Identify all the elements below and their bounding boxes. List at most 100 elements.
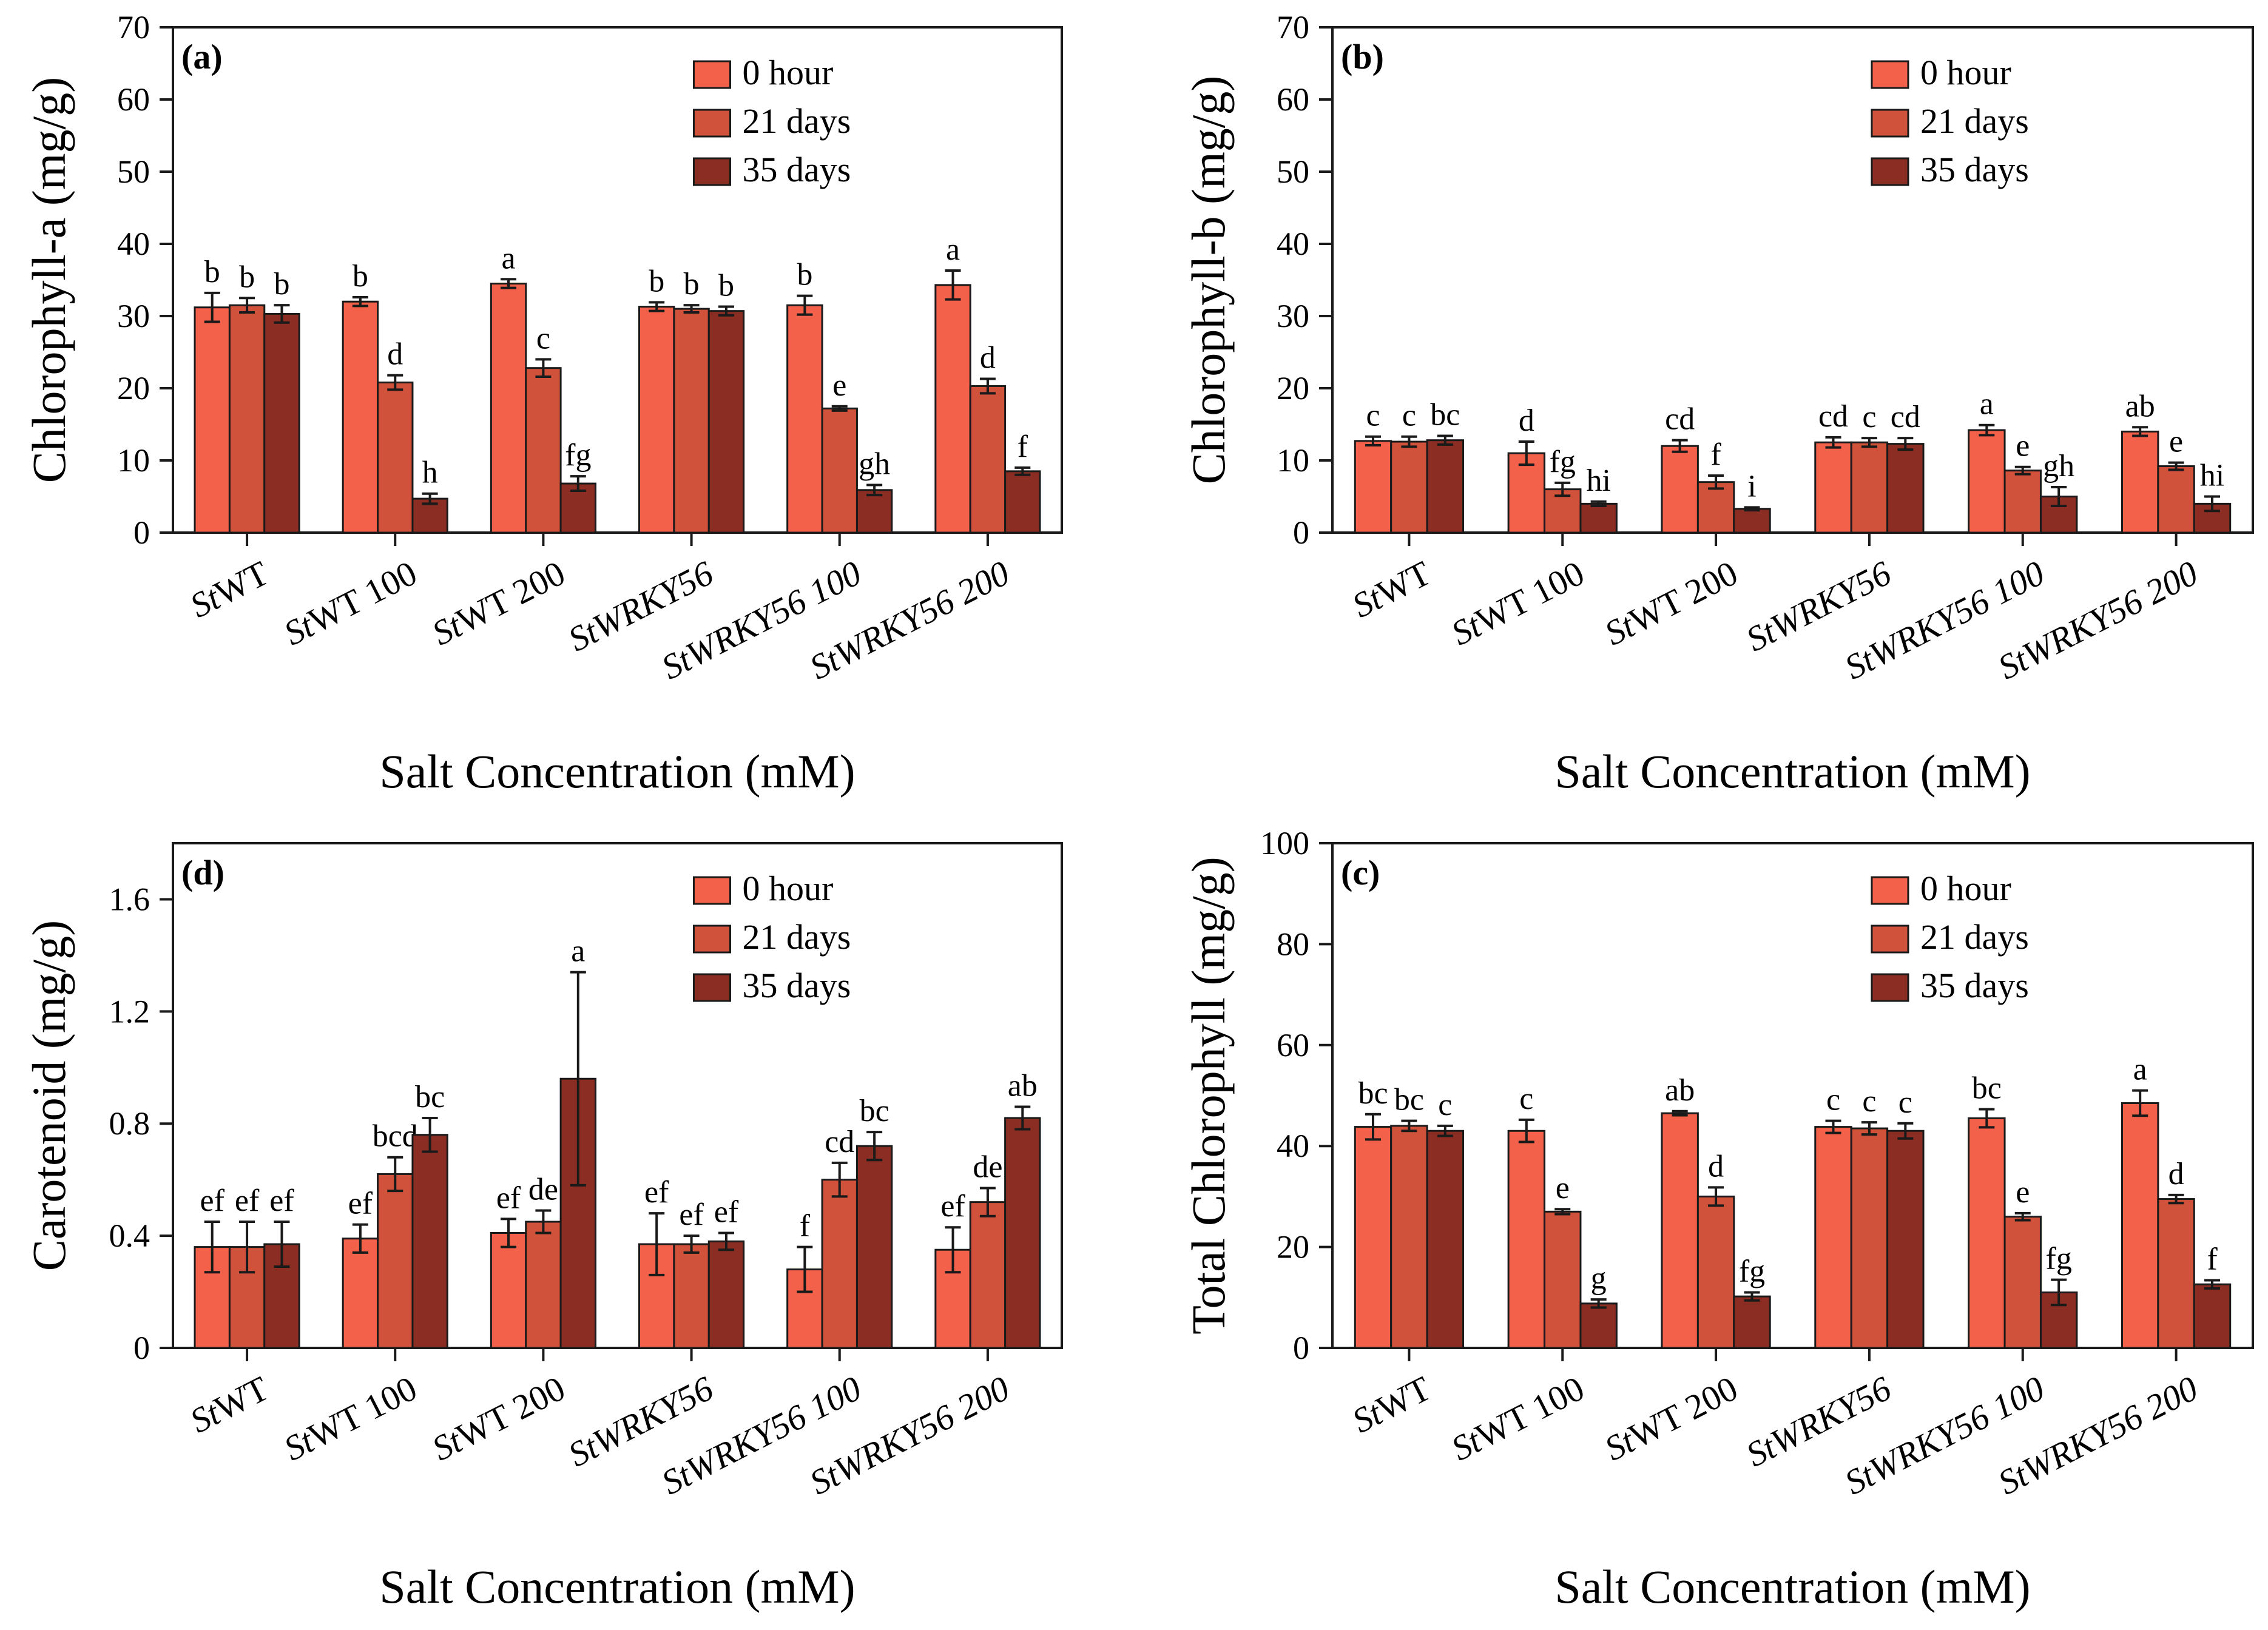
bar (194, 306, 231, 534)
y-axis-title: Chlorophyll-a (mg/g) (22, 77, 75, 483)
category-label: StWT 200 (426, 553, 572, 653)
legend-swatch (692, 876, 731, 905)
significance-label: ef (679, 1197, 704, 1232)
y-tick-label: 40 (117, 226, 150, 262)
significance-label: de (973, 1150, 1002, 1185)
legend-swatch (692, 60, 731, 89)
y-tick-label: 50 (1277, 153, 1309, 190)
bar (1733, 1295, 1771, 1349)
legend-label: 35 days (742, 966, 851, 1005)
y-tick-label: 50 (117, 153, 150, 190)
significance-label: c (1862, 400, 1876, 434)
bar (2003, 1216, 2042, 1349)
legend-label: 35 days (1920, 150, 2029, 189)
category-suffix: WT 200 (450, 1369, 571, 1456)
category-label: StWT 200 (1598, 1369, 1744, 1469)
y-axis-title: Carotenoid (mg/g) (22, 920, 75, 1271)
significance-label: c (1519, 1082, 1533, 1116)
bar (377, 1173, 414, 1349)
y-tick-label: 20 (1277, 1229, 1309, 1265)
bar (342, 300, 379, 534)
significance-label: fg (565, 438, 591, 473)
bar (1733, 508, 1771, 534)
bar (1354, 1126, 1392, 1349)
legend-swatch (1871, 109, 1909, 138)
significance-label: ef (200, 1184, 225, 1218)
legend: 0 hour 21 days 35 days (692, 53, 851, 189)
significance-label: bcd (373, 1119, 418, 1154)
significance-label: a (571, 934, 585, 969)
legend-swatch (1871, 876, 1909, 905)
panel-label: (d) (181, 853, 224, 892)
bar (342, 1238, 379, 1349)
bar (2121, 1102, 2159, 1349)
legend-label: 21 days (1920, 101, 2029, 141)
bar (1661, 445, 1699, 534)
significance-label: cd (1818, 399, 1848, 434)
y-tick-label: 60 (117, 81, 150, 118)
significance-label: d (1708, 1149, 1724, 1184)
bar (525, 1221, 562, 1349)
bar (856, 489, 893, 534)
category-suffix: WRKY56 200 (2016, 553, 2204, 675)
significance-label: d (1519, 403, 1534, 438)
bar (2157, 465, 2195, 534)
x-axis-title: Salt Concentration (mM) (1554, 1560, 2030, 1613)
significance-label: b (274, 267, 289, 301)
category-label: StWT 200 (426, 1369, 572, 1469)
y-tick-label: 0.8 (109, 1105, 150, 1142)
panel-label: (b) (1341, 37, 1384, 76)
y-axis-title: Total Chlorophyll (mg/g) (1182, 857, 1235, 1334)
significance-label: ab (1665, 1073, 1695, 1108)
bar (1886, 443, 1925, 534)
bar (490, 282, 527, 534)
significance-label: c (536, 321, 550, 355)
significance-label: fg (2046, 1242, 2072, 1276)
category-suffix: WRKY56 200 (2016, 1369, 2204, 1490)
category-suffix: WT 100 (302, 1369, 423, 1456)
significance-label: ef (348, 1187, 373, 1221)
significance-label: e (2169, 425, 2183, 459)
legend-swatch (692, 157, 731, 186)
bar (821, 1179, 858, 1349)
significance-label: c (1366, 399, 1380, 433)
significance-label: ab (2125, 389, 2155, 423)
significance-label: bc (415, 1080, 445, 1114)
y-tick-label: 20 (117, 370, 150, 406)
bar (821, 407, 858, 534)
bar (1968, 429, 2006, 534)
significance-label: d (2168, 1157, 2184, 1191)
significance-label: bc (1430, 398, 1460, 433)
legend-swatch (1871, 157, 1909, 186)
y-axis-title: Chlorophyll-b (mg/g) (1182, 76, 1235, 485)
significance-label: cd (825, 1125, 854, 1159)
bar (707, 1240, 745, 1349)
bar (263, 312, 300, 534)
bar (1390, 440, 1428, 534)
significance-label: fg (1550, 445, 1576, 479)
legend-label: 35 days (1920, 966, 2029, 1005)
category-suffix: WT 100 (302, 553, 423, 641)
legend-swatch (1871, 924, 1909, 954)
legend-label: 35 days (742, 150, 851, 189)
y-tick-label: 10 (1277, 442, 1309, 479)
bar (934, 284, 971, 534)
y-tick-label: 60 (1277, 81, 1309, 118)
panel-label: (a) (181, 37, 223, 76)
category-label: StWT (1346, 1369, 1437, 1441)
y-tick-label: 0 (1293, 514, 1309, 551)
bar (1004, 470, 1041, 534)
bar (786, 304, 823, 534)
significance-label: fg (1739, 1254, 1765, 1288)
significance-label: e (2016, 1175, 2030, 1210)
y-tick-label: 0 (133, 1330, 150, 1366)
category-label: StWT 100 (278, 1369, 424, 1469)
y-tick-label: 40 (1277, 226, 1309, 262)
bar (707, 310, 745, 534)
y-tick-label: 1.6 (109, 881, 150, 917)
significance-label: f (800, 1209, 811, 1244)
bar (2193, 1283, 2232, 1349)
category-label: StWT 100 (1445, 1369, 1591, 1469)
significance-label: h (422, 456, 438, 490)
significance-label: gh (2043, 449, 2074, 483)
